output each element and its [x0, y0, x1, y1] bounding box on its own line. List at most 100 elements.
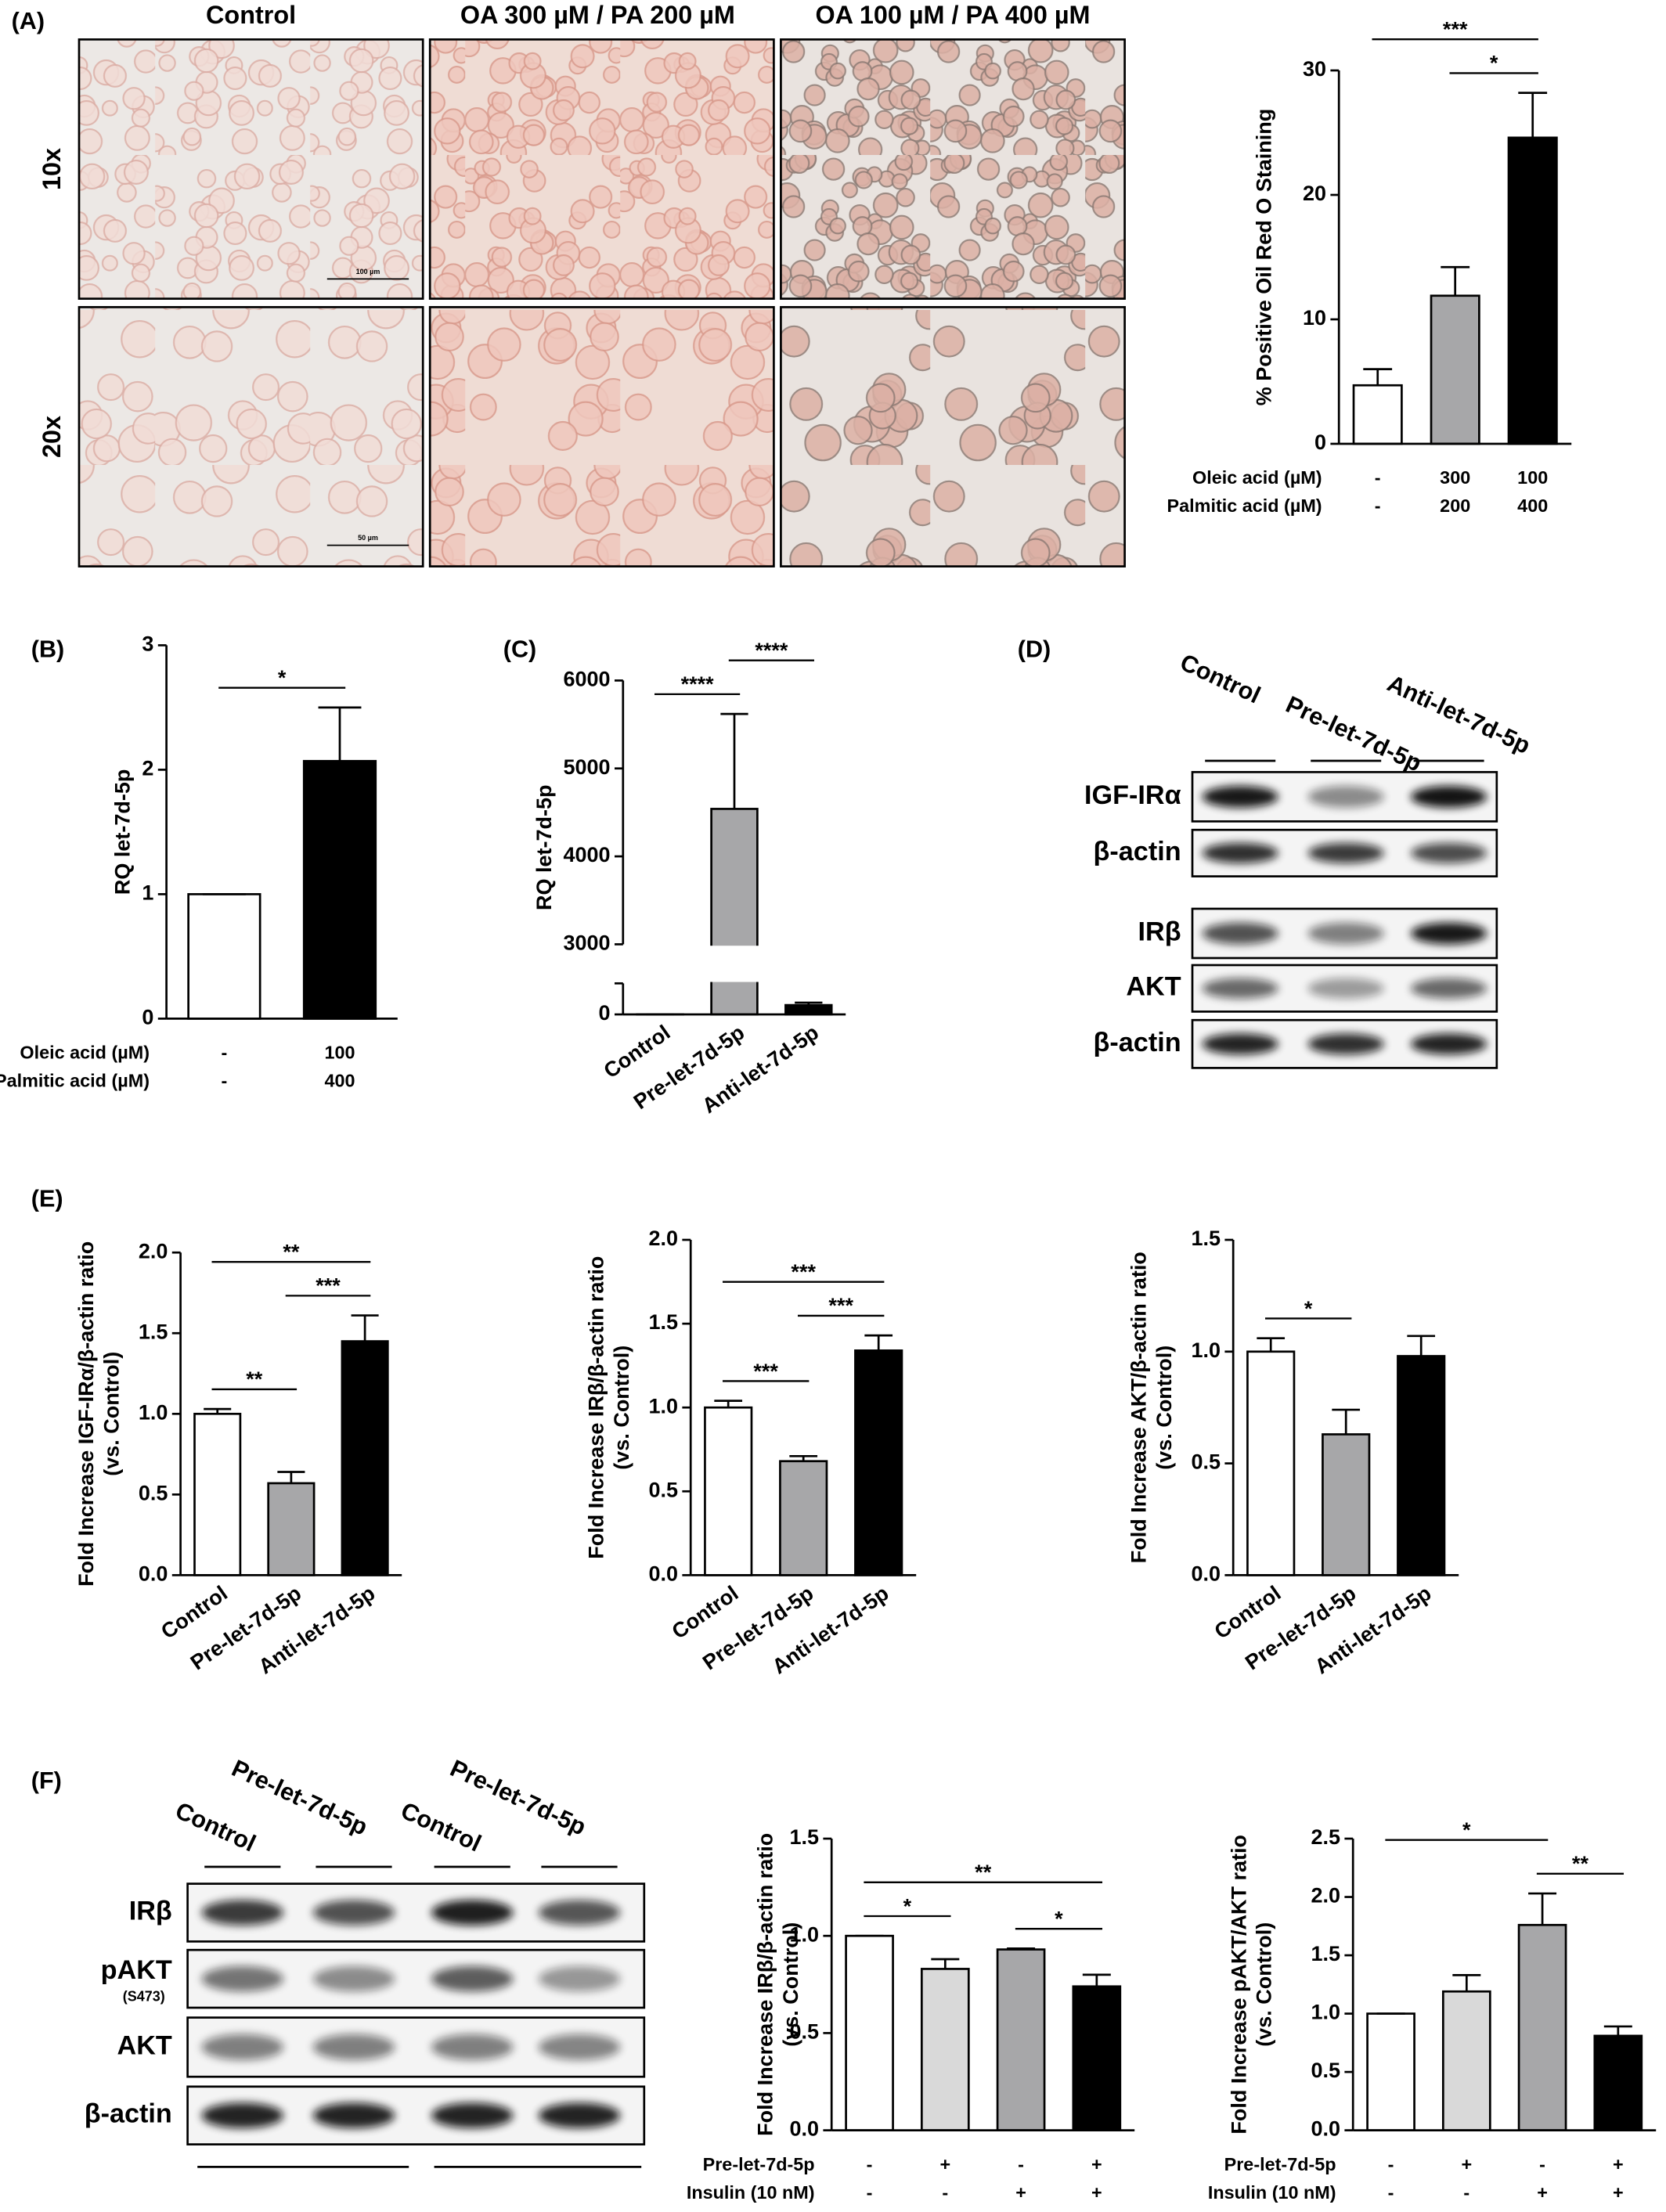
- panel-label: (B): [31, 636, 64, 663]
- bar: [193, 1412, 242, 1576]
- row-title: 20x: [38, 416, 66, 458]
- x-row-value: 100: [324, 1043, 355, 1063]
- blot-band: [538, 1965, 621, 1992]
- bar: [854, 1349, 903, 1576]
- error-bar: [1332, 1408, 1361, 1435]
- micrograph: [428, 38, 775, 300]
- blot-band: [1307, 786, 1384, 808]
- y-tick-label: 0.0: [1311, 2117, 1340, 2141]
- blot-column-label: Control: [397, 1797, 485, 1857]
- y-tick-label: 2.0: [139, 1239, 168, 1263]
- y-axis-label: Fold Increase AKT/β-actin ratio: [1127, 1252, 1151, 1563]
- x-row-value: +: [1461, 2154, 1472, 2174]
- x-row-value: -: [222, 1071, 228, 1091]
- error-bar: [1528, 1892, 1557, 1926]
- bar: [704, 1406, 753, 1576]
- panel-label: (E): [31, 1186, 63, 1212]
- x-row-label: Palmitic acid (µM): [1167, 495, 1322, 516]
- y-axis-label: % Positive Oil Red O Staining: [1253, 109, 1276, 406]
- x-row-value: +: [1613, 2182, 1624, 2203]
- y-tick-label: 0: [1314, 431, 1326, 454]
- y-axis-label: Fold Increase pAKT/AKT ratio: [1227, 1835, 1250, 2135]
- significance-label: **: [246, 1367, 263, 1391]
- panel-label: (D): [1018, 636, 1051, 663]
- y-tick-label: 1.5: [1191, 1227, 1221, 1250]
- significance-label: *: [1490, 52, 1498, 75]
- panel-label: (C): [503, 636, 536, 663]
- significance-label: ****: [755, 639, 788, 662]
- error-bar: [864, 1334, 893, 1351]
- significance-label: *: [903, 1894, 912, 1918]
- blot-band: [431, 2034, 514, 2061]
- x-row-value: +: [1613, 2154, 1624, 2174]
- blot-band: [201, 2034, 283, 2061]
- blot-row-label: AKT: [117, 2030, 172, 2060]
- blot-band: [312, 1965, 395, 1992]
- x-row-value: -: [867, 2182, 873, 2203]
- y-tick-label: 0: [142, 1006, 153, 1029]
- blot-band: [1307, 1033, 1384, 1055]
- x-row-value: 400: [1517, 495, 1548, 516]
- blot-band: [431, 1965, 514, 1992]
- x-row-value: -: [867, 2154, 873, 2174]
- significance-label: *: [1462, 1818, 1471, 1842]
- significance-label: *: [1304, 1297, 1313, 1320]
- error-bar: [1257, 1337, 1286, 1352]
- blot-row-label: pAKT: [101, 1955, 172, 1985]
- x-row-label: Oleic acid (µM): [1192, 467, 1322, 488]
- x-row-value: 300: [1440, 467, 1470, 488]
- bar: [1352, 384, 1403, 445]
- blot-row-label: β-actin: [85, 2099, 172, 2129]
- x-row-value: -: [1388, 2182, 1394, 2203]
- blot-band: [431, 1900, 514, 1926]
- y-tick-label: 1.0: [648, 1394, 678, 1418]
- bar: [779, 1460, 828, 1576]
- blot-column-label: Control: [1176, 649, 1264, 709]
- significance-label: ***: [316, 1274, 341, 1298]
- bar: [1072, 1985, 1122, 2131]
- bar: [1517, 1923, 1567, 2131]
- significance-label: **: [1572, 1852, 1589, 1875]
- y-tick-label: 6000: [564, 668, 611, 691]
- significance-label: ***: [791, 1260, 816, 1284]
- significance-label: ****: [681, 672, 715, 696]
- blot-band: [201, 1900, 283, 1926]
- x-row-value: 100: [1517, 467, 1548, 488]
- y-tick-label: 2.0: [648, 1227, 678, 1250]
- y-axis-label: RQ let-7d-5p: [111, 769, 135, 895]
- blot-row-label: AKT: [1126, 972, 1181, 1002]
- blot-band: [312, 2102, 395, 2128]
- y-tick-label: 20: [1303, 182, 1326, 205]
- error-bar: [1452, 1974, 1481, 1992]
- y-tick-label: 0.5: [648, 1478, 678, 1501]
- blot-band: [1307, 842, 1384, 863]
- significance-label: *: [1055, 1907, 1063, 1930]
- bar: [710, 808, 759, 1016]
- y-axis-label: (vs. Control): [99, 1352, 123, 1476]
- blot-band: [312, 1900, 395, 1926]
- scale-bar-label: 50 µm: [358, 534, 378, 542]
- x-row-value: -: [1539, 2154, 1545, 2174]
- x-row-value: +: [1091, 2182, 1102, 2203]
- column-title: Control: [206, 1, 296, 29]
- y-axis-label: RQ let-7d-5p: [532, 784, 556, 910]
- y-tick-label: 2.0: [1311, 1884, 1340, 1908]
- y-tick-label: 1: [142, 881, 153, 905]
- x-row-value: 200: [1440, 495, 1470, 516]
- blot-column-label: Control: [171, 1797, 260, 1857]
- error-bar: [277, 1471, 305, 1483]
- y-tick-label: 30: [1303, 57, 1326, 81]
- error-bar: [1007, 1947, 1036, 1950]
- bar: [784, 1003, 833, 1016]
- significance-label: ***: [1443, 18, 1468, 41]
- y-tick-label: 4000: [564, 843, 611, 866]
- y-tick-label: 0.0: [1191, 1562, 1221, 1586]
- row-title: 10x: [38, 148, 66, 190]
- blot-band: [1202, 1033, 1278, 1055]
- y-tick-label: 1.0: [1311, 2001, 1340, 2024]
- y-tick-label: 0.0: [789, 2117, 819, 2141]
- y-tick-label: 0.5: [139, 1481, 168, 1504]
- blot-row-label: β-actin: [1094, 1028, 1181, 1057]
- error-bar: [795, 1001, 823, 1006]
- error-bar: [318, 706, 362, 762]
